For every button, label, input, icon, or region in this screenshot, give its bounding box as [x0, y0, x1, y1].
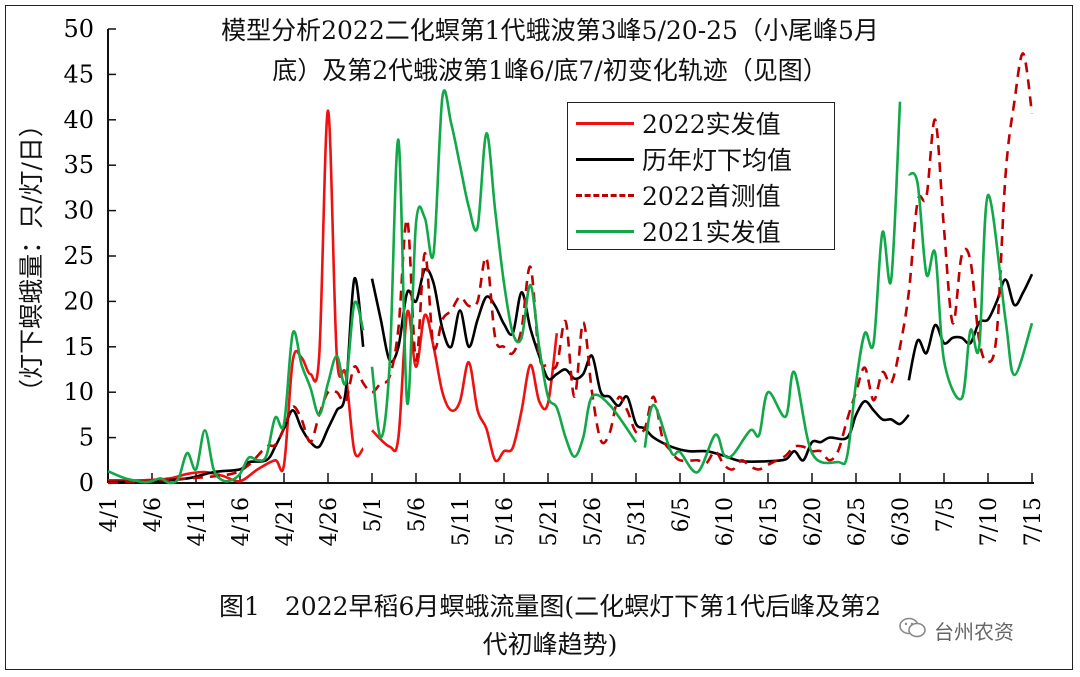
figure-border [5, 5, 1073, 670]
legend: 2022实发值 历年灯下均值 2022首测值 2021实发值 [567, 102, 835, 250]
y-axis-label: （灯下螟蛾量：只/灯/日） [17, 112, 46, 404]
x-tick-label: 4/11 [185, 497, 210, 546]
x-tick-label: 5/11 [449, 497, 474, 546]
legend-swatch [576, 193, 634, 197]
x-tick-label: 4/1 [97, 497, 122, 532]
series-line-1 [107, 109, 365, 483]
legend-label: 2022首测值 [642, 182, 781, 211]
legend-label: 历年灯下均值 [642, 146, 793, 175]
series-line-1 [371, 309, 559, 463]
x-tick-label: 5/26 [581, 497, 606, 546]
watermark: 台州农资 [898, 616, 1014, 645]
chart-title-line-2: 底）及第2代蛾波第1峰6/底7/初变化轨迹（见图） [272, 56, 828, 85]
y-tick-label: 50 [63, 15, 94, 43]
legend-item: 2022首测值 [576, 177, 781, 213]
y-tick-label: 40 [63, 106, 94, 134]
caption-line-2: 代初峰趋势) [482, 630, 618, 659]
series-line-3 [107, 52, 1034, 485]
x-tick-label: 5/21 [537, 497, 562, 546]
caption-line-1: 图1 2022早稻6月螟蛾流量图(二化螟灯下第1代后峰及第2 [218, 592, 881, 621]
series-line-4 [643, 101, 902, 474]
x-tick-label: 4/26 [317, 497, 342, 546]
watermark-text: 台州农资 [934, 620, 1014, 644]
legend-swatch [576, 157, 634, 161]
x-tick-label: 4/21 [273, 497, 298, 546]
y-tick-label: 45 [63, 60, 94, 88]
legend-label: 2021实发值 [642, 218, 781, 247]
legend-swatch [576, 229, 634, 233]
y-tick-label: 10 [63, 378, 94, 406]
legend-item: 2021实发值 [576, 213, 781, 249]
x-tick-label: 5/31 [625, 497, 650, 546]
series-line-4 [107, 300, 365, 485]
x-tick-label: 4/16 [229, 497, 254, 546]
y-tick-label: 20 [63, 287, 94, 315]
y-tick-label: 35 [63, 151, 94, 179]
legend-item: 历年灯下均值 [576, 141, 792, 177]
y-tick-label: 15 [63, 333, 94, 361]
y-tick-label: 5 [79, 424, 94, 452]
y-tick-label: 25 [63, 242, 94, 270]
legend-item: 2022实发值 [576, 105, 781, 141]
x-tick-label: 6/10 [713, 497, 738, 546]
y-tick-label: 30 [63, 197, 94, 225]
y-tick-label: 0 [79, 469, 94, 497]
series-line-2 [370, 267, 910, 463]
x-tick-label: 6/25 [845, 497, 870, 546]
x-tick-label: 4/6 [141, 497, 166, 532]
chart-title-line-1: 模型分析2022二化螟第1代蛾波第3峰5/20-25（小尾峰5月 [221, 16, 879, 45]
x-tick-label: 6/15 [757, 497, 782, 546]
x-tick-label: 5/6 [405, 497, 430, 532]
series-line-4 [907, 171, 1034, 401]
x-tick-label: 7/5 [933, 497, 958, 532]
x-tick-label: 6/5 [669, 497, 694, 532]
wechat-icon [898, 616, 928, 645]
series-line-4 [370, 89, 638, 458]
x-tick-label: 6/30 [889, 497, 914, 546]
x-tick-label: 5/1 [361, 497, 386, 532]
x-tick-label: 6/20 [801, 497, 826, 546]
x-tick-label: 7/15 [1021, 497, 1046, 546]
x-tick-label: 5/16 [493, 497, 518, 546]
x-tick-label: 7/10 [977, 497, 1002, 546]
series-line-2 [107, 277, 365, 484]
legend-swatch [576, 121, 634, 125]
series-line-2 [907, 273, 1034, 381]
legend-label: 2022实发值 [642, 110, 781, 139]
